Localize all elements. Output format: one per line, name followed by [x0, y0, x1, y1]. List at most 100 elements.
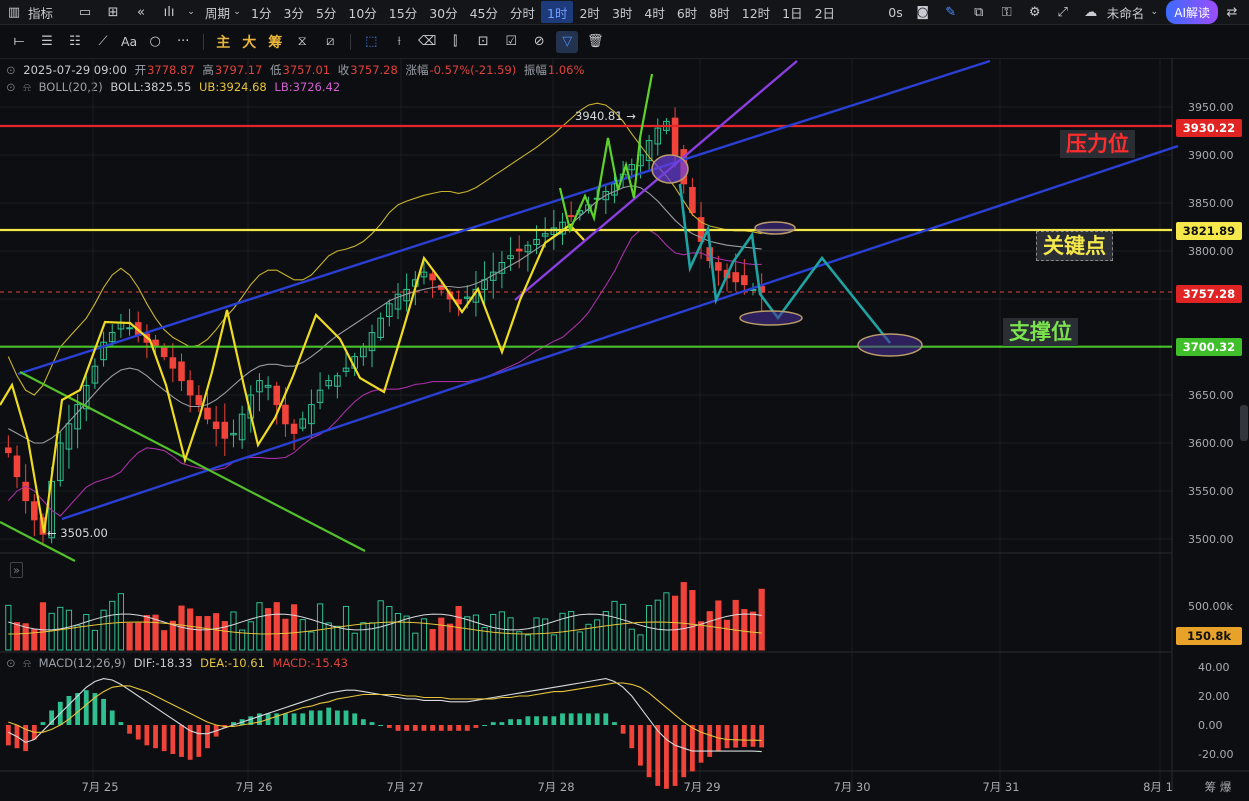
chart-type-icon[interactable]: ılı	[163, 4, 175, 20]
ruler-icon[interactable]: ⟊	[397, 34, 401, 49]
collapse-icon[interactable]: »	[10, 562, 24, 578]
timeframe-0[interactable]: 1分	[251, 5, 272, 21]
indicator-button[interactable]: 指标	[28, 5, 54, 21]
volume-price-tag: 150.8k	[1176, 627, 1242, 645]
filter-icon[interactable]: ▽	[556, 30, 579, 53]
close-label: 收	[337, 63, 350, 77]
volume-tick-label: 500.00k	[1188, 600, 1233, 613]
candle-body	[282, 404, 289, 425]
layout-icon[interactable]: ⊞	[107, 4, 119, 20]
macd-bar	[482, 725, 487, 726]
macd-bar	[586, 713, 591, 725]
side-panel-handle[interactable]	[1240, 405, 1248, 441]
note-icon[interactable]: ☑	[505, 34, 518, 49]
chips-button[interactable]: 筹	[268, 34, 283, 51]
volume-bar	[100, 609, 107, 651]
more-icon[interactable]: ···	[177, 34, 190, 49]
diagonal-icon[interactable]: ⧄	[326, 34, 335, 49]
timeframe-9[interactable]: 2时	[579, 5, 600, 21]
ai-interpret-button[interactable]: AI解读	[1166, 0, 1218, 24]
volume-bar	[429, 629, 436, 651]
key-ellipse	[754, 221, 796, 235]
compare-icon[interactable]: «	[137, 4, 145, 20]
chevron-down-icon[interactable]: ⌄	[233, 7, 241, 17]
candle-body	[437, 284, 445, 290]
macd-bar	[109, 710, 115, 725]
macd-name: MACD(12,26,9)	[38, 656, 126, 670]
timeframe-2[interactable]: 5分	[315, 5, 337, 21]
calendar-icon[interactable]: ▭	[78, 4, 92, 20]
timeframe-12[interactable]: 6时	[676, 5, 698, 21]
lock-icon[interactable]: ⊡	[477, 34, 489, 49]
fullscreen-icon[interactable]: ⧉	[974, 4, 984, 20]
timeframe-13[interactable]: 8时	[709, 5, 730, 21]
cloud-icon[interactable]: ☁	[1084, 4, 1098, 20]
ellipse-icon[interactable]: ○	[149, 34, 161, 49]
volume-bar	[325, 622, 332, 651]
indicator-icon[interactable]: ▥	[7, 4, 21, 20]
horizontal-line-icon[interactable]: ⟝	[13, 34, 25, 49]
gear-icon[interactable]: ⚙	[1028, 4, 1041, 20]
macd-bar	[300, 713, 306, 725]
candles	[5, 107, 765, 546]
candle-body	[368, 332, 376, 352]
settings-icon[interactable]: ⊙	[6, 80, 16, 94]
timeframe-10[interactable]: 3时	[611, 5, 633, 21]
volume-bar	[438, 617, 445, 651]
chevron-down-icon[interactable]: ⌄	[1150, 7, 1159, 17]
volume-bar	[109, 600, 116, 651]
macd-bar	[144, 725, 150, 746]
replay-icon[interactable]: ⧖	[297, 34, 307, 49]
candle-body	[316, 389, 324, 403]
parallel-lines-icon[interactable]: ☰	[41, 34, 53, 49]
trash-icon[interactable]: 🗑	[586, 34, 604, 49]
timeframe-list: 1分 3分 5分 10分 15分 30分 45分 分时 1时 2时 3时 4时 6时 8时 12时 1日 2日	[245, 1, 841, 23]
timeframe-15[interactable]: 1日	[782, 5, 803, 21]
trendline-purple	[514, 60, 798, 301]
fib-icon[interactable]: ☷	[69, 34, 81, 49]
timeframe-7[interactable]: 分时	[510, 5, 536, 21]
bell-icon[interactable]: ⍾	[23, 656, 31, 670]
period-button[interactable]: 周期	[205, 5, 231, 21]
volume-bar	[741, 609, 748, 651]
timeframe-1[interactable]: 3分	[283, 5, 304, 21]
macd-bar	[386, 725, 392, 728]
zero-seconds[interactable]: 0s	[888, 4, 903, 20]
expand-icon[interactable]: ⤢	[1057, 4, 1068, 20]
bell-icon[interactable]: ⍾	[23, 80, 31, 94]
macd-bar	[66, 696, 72, 725]
camera-icon[interactable]: ◙	[916, 4, 930, 20]
timeframe-14[interactable]: 12时	[741, 5, 771, 21]
volume-toggle[interactable]: »	[10, 562, 27, 578]
magnet-icon[interactable]: ⊘	[533, 34, 545, 49]
settings-icon[interactable]: ⊙	[6, 656, 16, 670]
volume-bar	[620, 603, 627, 651]
layout-name[interactable]: 未命名	[1106, 5, 1145, 21]
timeframe-4[interactable]: 15分	[388, 5, 418, 21]
link-icon[interactable]: ⇄	[1226, 4, 1238, 20]
macd-bar	[5, 725, 11, 746]
timeframe-3[interactable]: 10分	[348, 5, 377, 21]
boll-upper-line	[7, 102, 762, 396]
eraser-icon[interactable]: ⌫	[418, 34, 437, 49]
macd-value: MACD:-15.43	[272, 656, 348, 670]
lock-icon[interactable]: ⚿	[1001, 4, 1012, 20]
timeframe-8[interactable]: 1时	[541, 1, 574, 23]
big-order-button[interactable]: 大	[242, 34, 257, 51]
timeframe-6[interactable]: 45分	[469, 5, 499, 21]
pencil-icon[interactable]: ✎	[945, 4, 957, 20]
timeframe-16[interactable]: 2日	[814, 5, 836, 21]
timeframe-5[interactable]: 30分	[429, 5, 458, 21]
cursor-icon[interactable]: ⬚	[365, 34, 378, 49]
chevron-down-icon[interactable]: ⌄	[187, 7, 195, 17]
main-force-button[interactable]: 主	[216, 34, 231, 51]
settings-icon[interactable]: ⊙	[6, 63, 16, 77]
low-ellipse	[739, 310, 803, 326]
timeframe-11[interactable]: 4时	[644, 5, 665, 21]
trend-line-icon[interactable]: ⟋	[98, 34, 108, 49]
chart-canvas[interactable]: 3950.003900.003850.003800.003750.003700.…	[0, 58, 1249, 801]
candle-body	[13, 455, 21, 478]
text-tool-button[interactable]: Aa	[121, 34, 138, 49]
macd-bar	[612, 722, 617, 725]
candles-icon[interactable]: ⫿	[453, 34, 458, 49]
